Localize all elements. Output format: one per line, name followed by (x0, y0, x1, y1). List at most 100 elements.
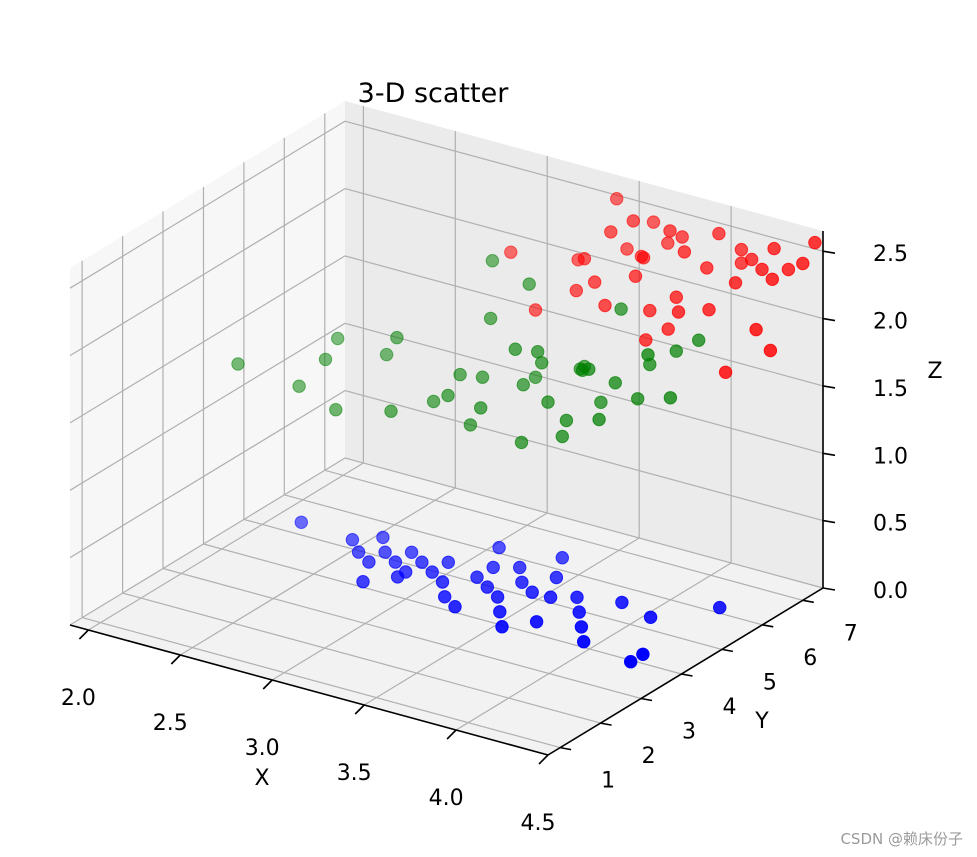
y-tick-label: 1 (601, 769, 615, 794)
data-point (543, 590, 558, 604)
data-point (231, 357, 245, 371)
data-point (749, 322, 763, 337)
data-point (669, 290, 683, 304)
z-gridline (69, 390, 346, 559)
data-point (588, 275, 602, 289)
data-point (572, 605, 586, 619)
y-tick-label: 4 (723, 695, 737, 720)
y-gridline (81, 617, 561, 749)
data-point (555, 551, 569, 565)
data-point (692, 333, 706, 347)
x-tick-label: 2.5 (153, 711, 188, 736)
data-point (384, 404, 398, 418)
x-tick (170, 654, 181, 665)
z-gridline (69, 255, 346, 424)
data-point (636, 251, 651, 265)
data-point (376, 530, 390, 545)
data-point (448, 600, 462, 614)
data-point (345, 533, 360, 547)
data-point (294, 515, 308, 529)
data-point (528, 303, 543, 317)
z-tick (822, 385, 836, 389)
x-tick (354, 704, 365, 715)
data-point (592, 412, 606, 427)
data-point (493, 605, 507, 619)
data-point (470, 570, 484, 584)
data-point (549, 570, 564, 585)
data-point (441, 388, 455, 403)
data-point (495, 620, 509, 634)
data-point (356, 575, 370, 589)
z-tick-label: 2.0 (873, 310, 908, 335)
data-point (713, 600, 727, 615)
y-tick-label: 3 (682, 720, 696, 745)
data-point (624, 655, 638, 669)
back-pane (345, 101, 823, 588)
y-axis-line (547, 587, 824, 756)
z-gridline (344, 457, 824, 589)
data-point (492, 540, 506, 555)
data-point (646, 215, 661, 229)
data-point (331, 331, 345, 346)
y-tick (762, 624, 774, 628)
y-gridline (162, 567, 642, 700)
data-point (577, 635, 591, 649)
data-point (765, 272, 779, 286)
data-point (379, 347, 394, 362)
data-point (728, 276, 743, 290)
z-tick (822, 587, 836, 591)
data-point (808, 235, 822, 250)
z-gridline (344, 322, 824, 454)
data-point (643, 610, 658, 624)
data-point (531, 345, 545, 359)
y-tick-label: 5 (763, 670, 777, 695)
data-point (522, 277, 536, 291)
data-point (485, 254, 500, 268)
data-point (318, 352, 333, 367)
floor-pane (70, 458, 823, 755)
y-tick (721, 648, 734, 653)
axes-panes (70, 101, 823, 755)
z-tick (822, 452, 836, 457)
y-tick-label: 2 (642, 744, 656, 769)
data-point (426, 394, 441, 409)
z-axis-label: Z (927, 359, 942, 384)
data-point (631, 392, 645, 406)
data-point (620, 242, 634, 256)
data-point (577, 252, 592, 266)
data-point (486, 560, 500, 575)
data-point (453, 367, 467, 382)
z-tick-label: 1.0 (873, 444, 908, 469)
data-point (702, 303, 716, 317)
data-point (329, 403, 343, 417)
data-point (504, 245, 518, 259)
data-point (661, 236, 675, 250)
data-point (604, 225, 618, 239)
x-gridline (455, 562, 732, 731)
y-tick (802, 599, 814, 604)
data-point (529, 615, 544, 629)
z-gridline (69, 188, 346, 357)
y-tick (600, 722, 612, 726)
data-point (661, 322, 675, 336)
data-point (570, 590, 584, 604)
data-point (641, 348, 655, 362)
data-point (663, 391, 678, 405)
data-point (582, 362, 596, 376)
data-point (390, 570, 405, 584)
watermark: CSDN @赖床份子 (840, 830, 963, 848)
tick-labels: 2.0 2.5 3.0 3.5 4.0 4.5 1 2 3 4 5 6 7 0.0 0.5 1.0 1.5 2.0… (61, 242, 908, 836)
data-point (639, 333, 653, 347)
x-tick (78, 629, 89, 640)
x-gridline (179, 487, 456, 656)
data-point (541, 395, 555, 409)
data-point (378, 545, 392, 559)
data-point (474, 401, 488, 415)
data-point (559, 413, 574, 428)
data-points (231, 192, 822, 669)
x-tick-label: 2.0 (61, 686, 96, 711)
z-gridline (344, 390, 824, 522)
x-gridline (271, 512, 548, 681)
left-pane (70, 101, 345, 625)
z-tick (822, 250, 836, 254)
